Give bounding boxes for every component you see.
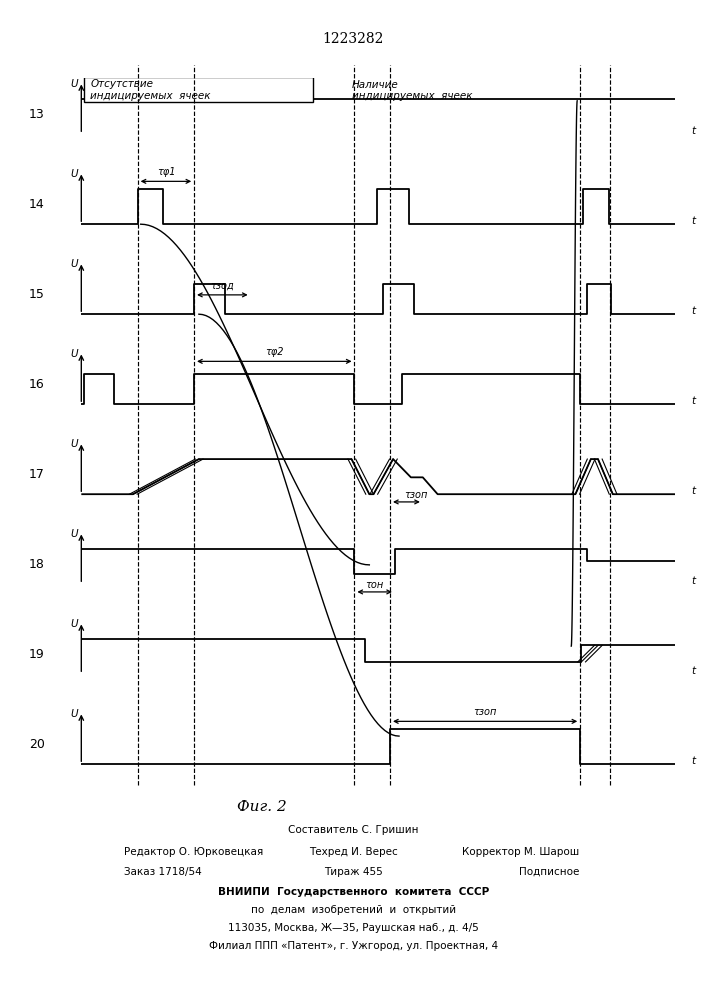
Text: U: U	[71, 259, 78, 269]
Text: t: t	[692, 306, 696, 316]
Text: Заказ 1718/54: Заказ 1718/54	[124, 867, 201, 877]
Text: Подписное: Подписное	[520, 867, 580, 877]
Text: t: t	[692, 396, 696, 406]
Text: индицируемых  ячеек: индицируемых ячеек	[351, 91, 472, 101]
Text: 17: 17	[29, 468, 45, 481]
Text: 1223282: 1223282	[323, 32, 384, 46]
Text: по  делам  изобретений  и  открытий: по делам изобретений и открытий	[251, 905, 456, 915]
Text: t: t	[692, 486, 696, 496]
Text: t: t	[692, 126, 696, 136]
Text: t: t	[692, 756, 696, 766]
Text: τон: τон	[366, 580, 384, 590]
Text: 13: 13	[29, 108, 45, 121]
Text: τзоп: τзоп	[404, 490, 427, 500]
Text: Фиг. 2: Фиг. 2	[237, 800, 286, 814]
Text: Составитель С. Гришин: Составитель С. Гришин	[288, 825, 419, 835]
Text: 14: 14	[29, 198, 45, 211]
Text: Филиал ППП «Патент», г. Ужгород, ул. Проектная, 4: Филиал ППП «Патент», г. Ужгород, ул. Про…	[209, 941, 498, 951]
Text: U: U	[71, 349, 78, 359]
Text: Отсутствие: Отсутствие	[90, 79, 153, 89]
Text: τзод: τзод	[211, 280, 234, 290]
Text: 15: 15	[29, 288, 45, 301]
Text: индицируемых  ячеек: индицируемых ячеек	[90, 91, 211, 101]
Text: t: t	[692, 216, 696, 226]
Text: t: t	[692, 576, 696, 586]
Text: τзоп: τзоп	[474, 707, 497, 717]
Text: 19: 19	[29, 648, 45, 661]
Text: Техред И. Верес: Техред И. Верес	[309, 847, 398, 857]
Text: U: U	[71, 169, 78, 179]
Text: Редактор О. Юрковецкая: Редактор О. Юрковецкая	[124, 847, 263, 857]
Text: 16: 16	[29, 378, 45, 391]
Text: U: U	[71, 439, 78, 449]
Text: Корректор М. Шарош: Корректор М. Шарош	[462, 847, 580, 857]
Text: 113035, Москва, Ж—35, Раушская наб., д. 4/5: 113035, Москва, Ж—35, Раушская наб., д. …	[228, 923, 479, 933]
Text: U: U	[71, 709, 78, 719]
Text: 18: 18	[29, 558, 45, 571]
Text: ВНИИПИ  Государственного  комитета  СССР: ВНИИПИ Государственного комитета СССР	[218, 887, 489, 897]
Text: Тираж 455: Тираж 455	[324, 867, 383, 877]
Text: U: U	[71, 79, 78, 89]
Text: U: U	[71, 619, 78, 629]
Text: U: U	[71, 529, 78, 539]
Text: t: t	[692, 666, 696, 676]
Bar	[84, 77, 313, 102]
Text: 20: 20	[29, 738, 45, 751]
Text: τφ2: τφ2	[265, 347, 284, 357]
Text: τφ1: τφ1	[157, 167, 175, 177]
Text: Наличие: Наличие	[351, 80, 398, 90]
